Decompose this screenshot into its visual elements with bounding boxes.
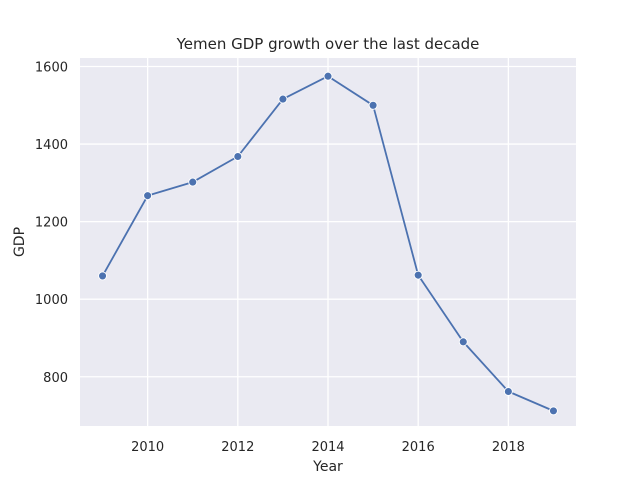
x-tick-labels: 2010 2012 2014 2016 2018: [131, 440, 525, 455]
data-point: [143, 191, 153, 201]
y-axis-label: GDP: [12, 227, 28, 257]
data-point: [98, 271, 107, 281]
y-gridlines: [80, 65, 576, 378]
chart-title: Yemen GDP growth over the last decade: [176, 35, 480, 53]
y-tick-label: 800: [43, 371, 68, 386]
data-point: [458, 337, 468, 347]
data-point: [323, 71, 333, 81]
data-point: [278, 94, 288, 104]
series-line-group: [98, 71, 558, 416]
x-gridlines: [146, 58, 510, 426]
x-tick-label: 2016: [402, 440, 435, 455]
x-tick-label: 2012: [221, 440, 254, 455]
data-point: [549, 406, 558, 416]
data-point: [413, 270, 423, 280]
y-tick-label: 1400: [35, 138, 68, 153]
x-tick-label: 2014: [311, 440, 344, 455]
data-point: [503, 387, 513, 396]
y-tick-label: 1200: [35, 216, 68, 231]
x-tick-label: 2018: [492, 440, 525, 455]
x-tick-label: 2010: [131, 440, 164, 455]
y-tick-label: 1000: [35, 293, 68, 308]
y-tick-labels: 800 1000 1200 1400 1600: [35, 61, 68, 386]
y-tick-label: 1600: [35, 61, 68, 76]
x-axis-label: Year: [312, 459, 343, 475]
data-point: [188, 177, 198, 187]
data-point: [233, 152, 243, 161]
data-point: [368, 100, 378, 110]
